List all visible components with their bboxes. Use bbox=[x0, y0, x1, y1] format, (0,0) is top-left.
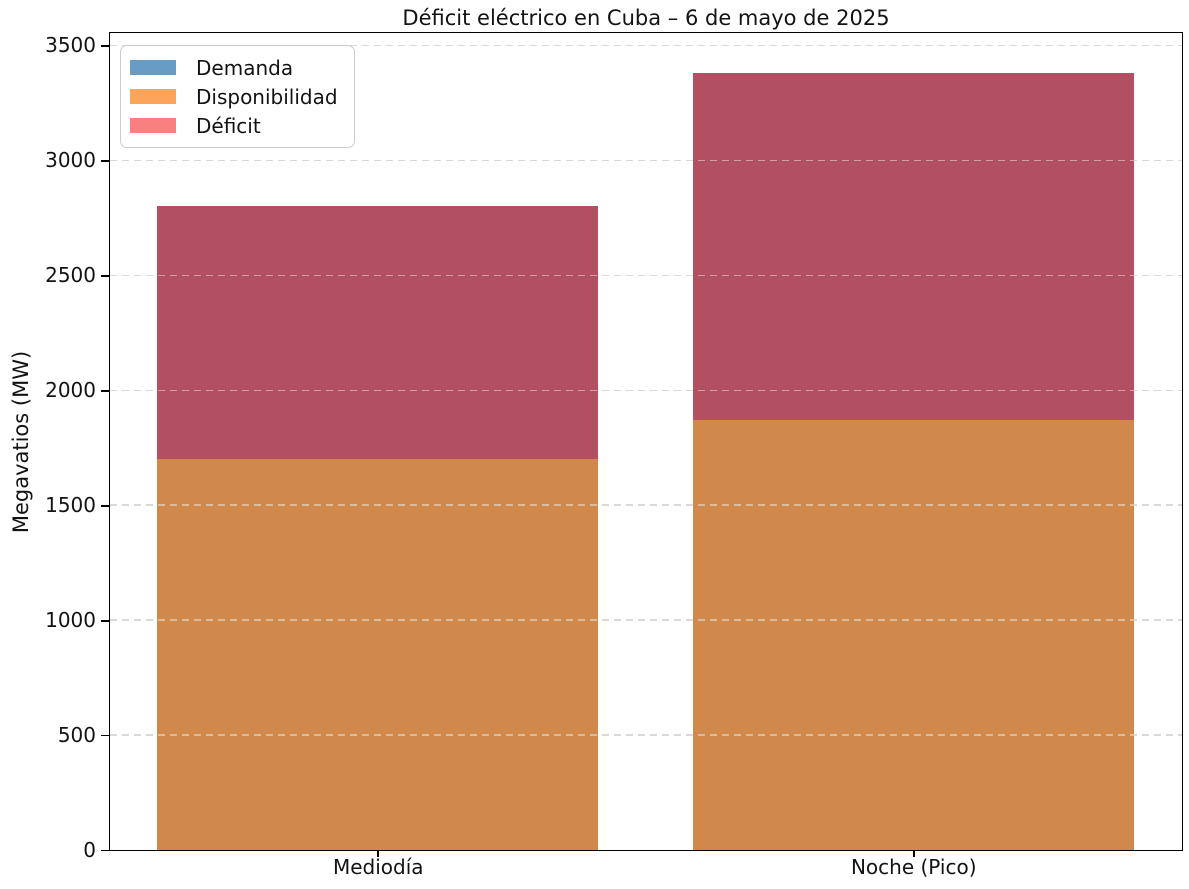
bar-noche-pico-disponibilidad bbox=[693, 420, 1134, 850]
y-tick-1000 bbox=[101, 619, 109, 622]
legend-label-demanda: Demanda bbox=[196, 55, 294, 80]
y-tick-2000 bbox=[101, 389, 109, 392]
legend-label-disponibilidad: Disponibilidad bbox=[196, 84, 338, 109]
y-tick-label-2000: 2000 bbox=[45, 377, 96, 402]
y-tick-label-500: 500 bbox=[57, 722, 96, 747]
bar-mediodia-disponibilidad bbox=[157, 459, 598, 850]
bar-mediodia-deficit bbox=[157, 206, 598, 460]
legend-item-deficit: Déficit bbox=[130, 111, 344, 140]
y-tick-3000 bbox=[101, 160, 109, 162]
legend-item-demanda: Demanda bbox=[130, 53, 344, 82]
y-tick-1500 bbox=[101, 504, 109, 507]
y-tick-label-2500: 2500 bbox=[45, 262, 96, 287]
legend-swatch-demanda bbox=[130, 60, 176, 75]
y-tick-label-1000: 1000 bbox=[45, 607, 96, 632]
y-tick-label-1500: 1500 bbox=[45, 492, 96, 517]
gridline-overlay-y-1000 bbox=[110, 619, 1182, 621]
y-axis-tick-labels: 0 500 1000 1500 2000 2500 3000 3500 bbox=[0, 33, 96, 862]
y-tick-500 bbox=[101, 734, 109, 737]
legend-label-deficit: Déficit bbox=[196, 113, 261, 138]
gridline-overlay-y-1500 bbox=[110, 504, 1182, 506]
y-tick-label-0: 0 bbox=[83, 837, 96, 862]
y-tick-label-3500: 3500 bbox=[45, 33, 96, 57]
legend: Demanda Disponibilidad Déficit bbox=[120, 45, 355, 148]
plot-area bbox=[109, 32, 1183, 851]
x-tick-label-noche-pico: Noche (Pico) bbox=[850, 855, 977, 879]
bar-noche-pico-deficit bbox=[693, 73, 1134, 421]
legend-swatch-disponibilidad bbox=[130, 89, 176, 104]
chart-title: Déficit eléctrico en Cuba – 6 de mayo de… bbox=[402, 6, 890, 30]
gridline-overlay-y-2000 bbox=[110, 389, 1182, 392]
y-tick-2500 bbox=[101, 274, 109, 277]
x-tick-noche-pico bbox=[912, 850, 915, 857]
y-tick-3500 bbox=[101, 45, 109, 47]
gridline-overlay-y-3500 bbox=[110, 44, 1182, 47]
gridline-overlay-y-3000 bbox=[110, 159, 1182, 162]
gridline-overlay-y-500 bbox=[110, 734, 1182, 736]
gridline-overlay-y-2500 bbox=[110, 274, 1182, 277]
x-tick-label-mediodia: Mediodía bbox=[332, 855, 424, 879]
y-tick-0 bbox=[101, 849, 109, 852]
legend-item-disponibilidad: Disponibilidad bbox=[130, 82, 344, 111]
y-tick-label-3000: 3000 bbox=[45, 147, 96, 172]
legend-swatch-deficit bbox=[130, 118, 176, 133]
x-tick-mediodia bbox=[377, 850, 380, 857]
